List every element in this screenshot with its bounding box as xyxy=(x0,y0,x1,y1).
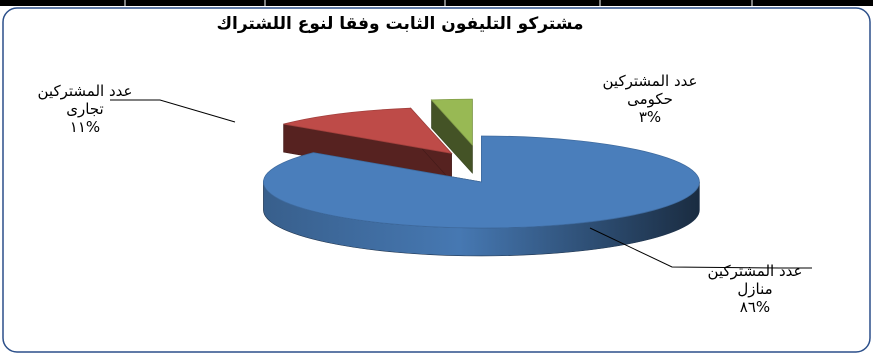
slice-label-government: عدد المشتركين حكومى %٣ xyxy=(575,72,725,126)
slice-label-government-line1: عدد المشتركين xyxy=(602,72,698,90)
leader-line-commercial xyxy=(110,99,236,123)
slice-label-residential: عدد المشتركين منازل %٨٦ xyxy=(680,262,830,316)
slice-label-commercial-line1: عدد المشتركين xyxy=(37,82,133,100)
pie-slice-commercial xyxy=(283,107,453,183)
chart-title: مشتركو التليفون الثابت وفقا لنوع اللشترا… xyxy=(216,14,584,34)
slice-label-residential-line2: منازل xyxy=(737,280,773,298)
slice-label-residential-line1: عدد المشتركين xyxy=(707,262,803,280)
pie-slice-government xyxy=(430,98,473,174)
pie-slice-residential xyxy=(263,135,700,257)
pie-plot-area xyxy=(263,98,700,257)
slice-label-government-pct: %٣ xyxy=(638,108,662,126)
slice-label-commercial-pct: %١١ xyxy=(69,118,101,136)
slice-label-residential-pct: %٨٦ xyxy=(739,298,771,316)
slice-label-commercial-line2: تجارى xyxy=(66,100,104,118)
leader-lines xyxy=(110,99,812,269)
slice-label-commercial: عدد المشتركين تجارى %١١ xyxy=(10,82,160,136)
leader-line-residential xyxy=(589,227,812,269)
slice-label-government-line2: حكومى xyxy=(627,90,673,108)
